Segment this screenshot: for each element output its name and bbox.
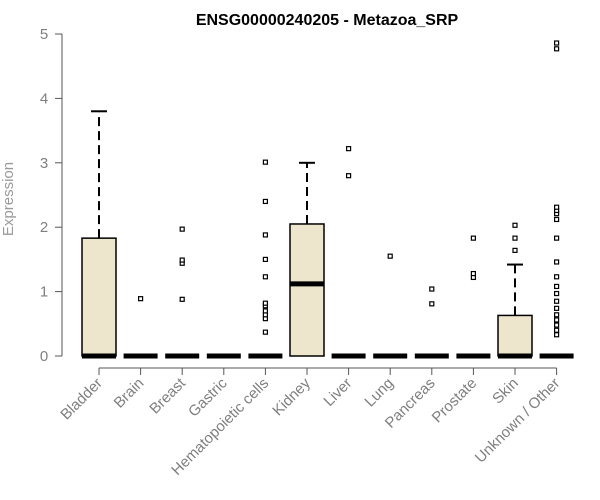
box-bladder (81, 110, 117, 359)
box-brain (123, 296, 158, 359)
outlier-point (553, 312, 560, 318)
y-axis: 0 1 2 3 4 5 (40, 26, 63, 365)
outlier-point (262, 159, 268, 165)
outlier-point (553, 332, 560, 338)
outlier-point (553, 290, 560, 297)
outlier-point (512, 222, 518, 228)
outlier-point (138, 296, 144, 302)
outlier-point (179, 257, 185, 263)
outlier-point (179, 226, 185, 232)
outlier-point (262, 232, 268, 238)
box-rect (497, 314, 533, 357)
x-tick-label: Skin (489, 375, 522, 408)
x-tick-label: Kidney (269, 374, 314, 419)
outlier-point (429, 286, 435, 292)
y-tick-label: 2 (40, 219, 48, 236)
outlier-point (553, 327, 560, 333)
x-tick-label: Prostate (429, 375, 481, 427)
box-prostate (456, 235, 491, 359)
outlier-point (512, 235, 518, 241)
boxes (81, 40, 574, 359)
x-tick-label: Lung (361, 375, 397, 411)
outlier-point (346, 146, 352, 152)
outlier-point (553, 216, 560, 223)
outlier-point (553, 46, 560, 52)
box-lung (373, 253, 408, 359)
outlier-point (262, 256, 268, 262)
box-pancreas (414, 286, 449, 359)
outlier-point (429, 301, 435, 307)
y-tick-label: 1 (40, 284, 48, 301)
outlier-point (553, 204, 560, 210)
outlier-point (553, 305, 560, 311)
outlier-point (470, 270, 476, 277)
box-hematopoietic-cells (248, 159, 283, 359)
outlier-point (553, 40, 560, 46)
box-rect (289, 223, 325, 357)
outlier-point (262, 308, 268, 314)
outlier-point (512, 247, 518, 253)
x-tick-label: Breast (146, 374, 189, 417)
outlier-point (262, 198, 268, 205)
outlier-point (553, 283, 560, 290)
outlier-point (553, 274, 560, 280)
box-liver (331, 146, 366, 359)
y-tick-label: 4 (40, 90, 48, 107)
box-rect (81, 237, 117, 357)
outlier-point (262, 329, 268, 335)
outlier-point (553, 298, 560, 304)
box-unknown-other (539, 40, 574, 359)
box-skin (497, 222, 533, 359)
outlier-point (262, 300, 268, 306)
chart-title: ENSG00000240205 - Metazoa_SRP (196, 12, 459, 29)
outlier-point (346, 173, 352, 179)
y-tick-label: 3 (40, 155, 48, 172)
outlier-point (553, 322, 560, 328)
x-tick-label: Brain (111, 375, 148, 412)
outlier-point (553, 317, 560, 323)
box-kidney (289, 161, 325, 357)
outlier-point (470, 235, 476, 241)
box-breast (165, 226, 200, 359)
outlier-point (387, 253, 393, 259)
outlier-point (553, 259, 560, 265)
outlier-point (553, 235, 560, 241)
y-tick-label: 0 (40, 348, 48, 365)
x-tick-label: Liver (320, 375, 355, 410)
y-axis-label: Expression (0, 162, 17, 236)
x-tick-label: Bladder (57, 375, 106, 424)
outlier-point (262, 274, 268, 280)
outlier-point (179, 296, 185, 302)
y-tick-label: 5 (40, 26, 48, 43)
